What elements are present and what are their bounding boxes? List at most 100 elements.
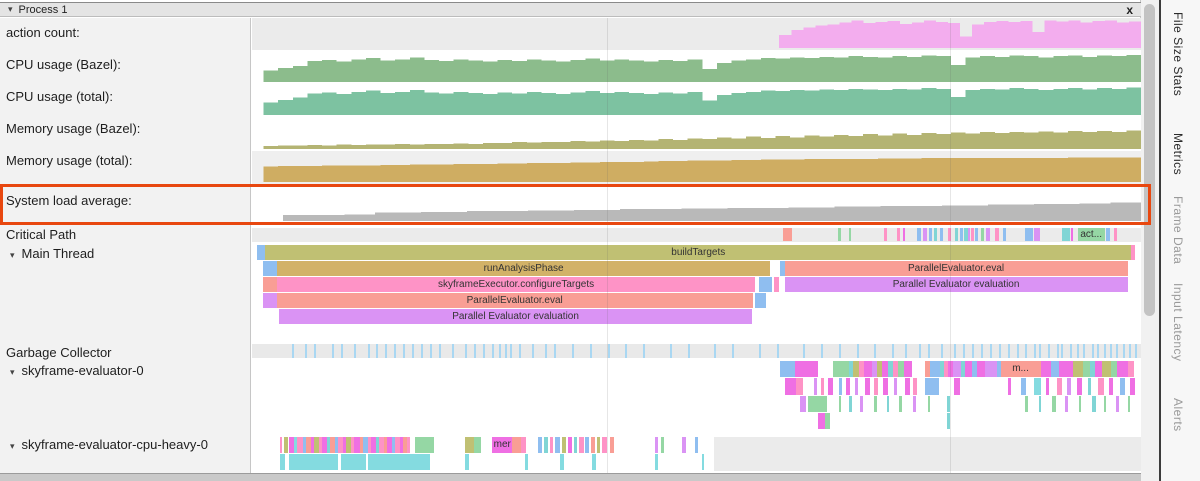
trace-event-bar[interactable] [1076,378,1083,395]
trace-event-bar[interactable] [1119,378,1125,395]
gc-event-tick[interactable] [1092,344,1095,358]
collapse-arrow-icon[interactable]: ▾ [10,441,15,451]
trace-event-bar[interactable] [314,437,319,453]
trace-event-bar[interactable] [465,454,469,470]
gc-event-tick[interactable] [332,344,334,358]
trace-event-bar[interactable] [306,437,311,453]
gc-event-tick[interactable] [1103,344,1106,358]
trace-event-bar[interactable] [838,395,842,412]
gc-event-tick[interactable] [394,344,397,358]
trace-event-bar-labeled[interactable]: ParallelEvaluator.eval [784,261,1128,276]
trace-event-bar[interactable] [1059,361,1073,378]
trace-event-bar[interactable] [1056,378,1062,395]
gc-event-tick[interactable] [856,344,859,358]
trace-event-bar[interactable] [567,437,573,453]
trace-event-bar[interactable] [338,437,343,453]
counter-histogram-mem_total[interactable] [252,151,1141,182]
trace-event-bar[interactable] [859,361,864,378]
trace-event-bar-labeled[interactable]: m... [1000,361,1041,378]
gc-event-tick[interactable] [292,344,294,358]
trace-event-bar[interactable] [297,437,303,453]
trace-event-bar[interactable] [845,378,851,395]
gc-event-tick[interactable] [505,344,508,358]
gc-event-tick[interactable] [367,344,370,358]
trace-event-bar[interactable] [521,437,526,453]
trace-event-bar[interactable] [562,437,566,453]
trace-event-bar[interactable] [279,454,285,470]
gc-event-tick[interactable] [1096,344,1099,358]
trace-event-bar[interactable] [886,395,890,412]
trace-event-bar[interactable] [310,437,315,453]
trace-event-bar[interactable] [1106,228,1110,241]
trace-event-bar[interactable] [971,228,974,241]
process-header[interactable]: ▾ Process 1 x [0,2,1141,17]
trace-event-bar[interactable] [342,437,347,453]
trace-event-bar[interactable] [887,361,893,378]
trace-event-bar[interactable] [930,361,941,378]
gc-event-tick[interactable] [1128,344,1131,358]
trace-event-bar[interactable] [350,437,355,453]
trace-event-bar[interactable] [902,228,906,241]
trace-event-bar[interactable] [1101,361,1111,378]
trace-event-bar[interactable] [694,437,699,453]
counter-histogram-action_count[interactable] [252,18,1141,48]
trace-event-bar[interactable] [383,437,388,453]
trace-event-bar[interactable] [573,437,578,453]
trace-event-bar[interactable] [1067,378,1071,395]
trace-event-bar[interactable] [913,378,917,395]
trace-event-bar[interactable] [1083,361,1091,378]
trace-event-bar[interactable] [387,437,392,453]
gc-event-tick[interactable] [340,344,343,358]
gc-event-tick[interactable] [972,344,975,358]
trace-event-bar[interactable] [943,361,949,378]
trace-event-bar[interactable] [848,228,852,241]
close-icon[interactable]: x [1126,3,1133,17]
trace-event-bar[interactable] [780,261,785,276]
gc-event-tick[interactable] [1134,344,1137,358]
trace-event-bar-labeled[interactable]: buildTargets [265,245,1132,260]
timeline-chart-area[interactable]: act... buildTargets runAnalysisPhase Parall… [252,18,1141,473]
gc-event-tick[interactable] [820,344,823,358]
gc-event-tick[interactable] [532,344,535,358]
gc-event-tick[interactable] [452,344,455,358]
trace-event-bar[interactable] [865,378,870,395]
trace-event-bar[interactable] [399,437,404,453]
trace-event-bar[interactable] [701,454,705,470]
trace-event-bar[interactable] [395,437,400,453]
trace-event-bar[interactable] [279,437,283,453]
trace-event-bar[interactable] [923,228,927,241]
trace-event-bar[interactable] [980,228,984,241]
trace-event-bar[interactable] [1092,395,1096,412]
sidebar-tab-file-size-stats[interactable]: File Size Stats [1171,12,1185,97]
track-label-eval0[interactable]: ▾ skyframe-evaluator-0 [0,363,250,378]
trace-event-bar[interactable] [796,378,804,395]
collapse-arrow-icon[interactable]: ▾ [8,4,13,14]
trace-event-bar[interactable] [660,437,665,453]
trace-event-bar[interactable] [1025,228,1033,241]
gc-event-tick[interactable] [314,344,317,358]
trace-event-bar[interactable] [1078,395,1082,412]
trace-event-bar[interactable] [876,361,883,378]
gc-event-tick[interactable] [438,344,441,358]
trace-event-bar[interactable] [795,361,819,378]
gc-event-tick[interactable] [1034,344,1037,358]
trace-event-bar[interactable] [884,228,887,241]
trace-event-bar[interactable] [1131,245,1135,260]
trace-event-bar[interactable] [947,395,950,412]
trace-event-bar[interactable] [1038,395,1042,412]
gc-event-tick[interactable] [403,344,406,358]
trace-event-bar[interactable] [967,228,971,241]
gc-event-tick[interactable] [385,344,388,358]
trace-event-bar[interactable] [326,437,331,453]
trace-event-bar[interactable] [1020,378,1027,395]
gc-event-tick[interactable] [927,344,930,358]
trace-event-bar[interactable] [610,437,614,453]
track-label-main_thread[interactable]: ▾ Main Thread [0,246,250,261]
gc-event-tick[interactable] [376,344,379,358]
trace-event-bar[interactable] [947,412,950,429]
gc-event-tick[interactable] [1038,344,1041,358]
trace-event-bar[interactable] [924,361,931,378]
gc-event-tick[interactable] [643,344,646,358]
trace-event-bar[interactable] [838,378,843,395]
gc-event-tick[interactable] [483,344,486,358]
